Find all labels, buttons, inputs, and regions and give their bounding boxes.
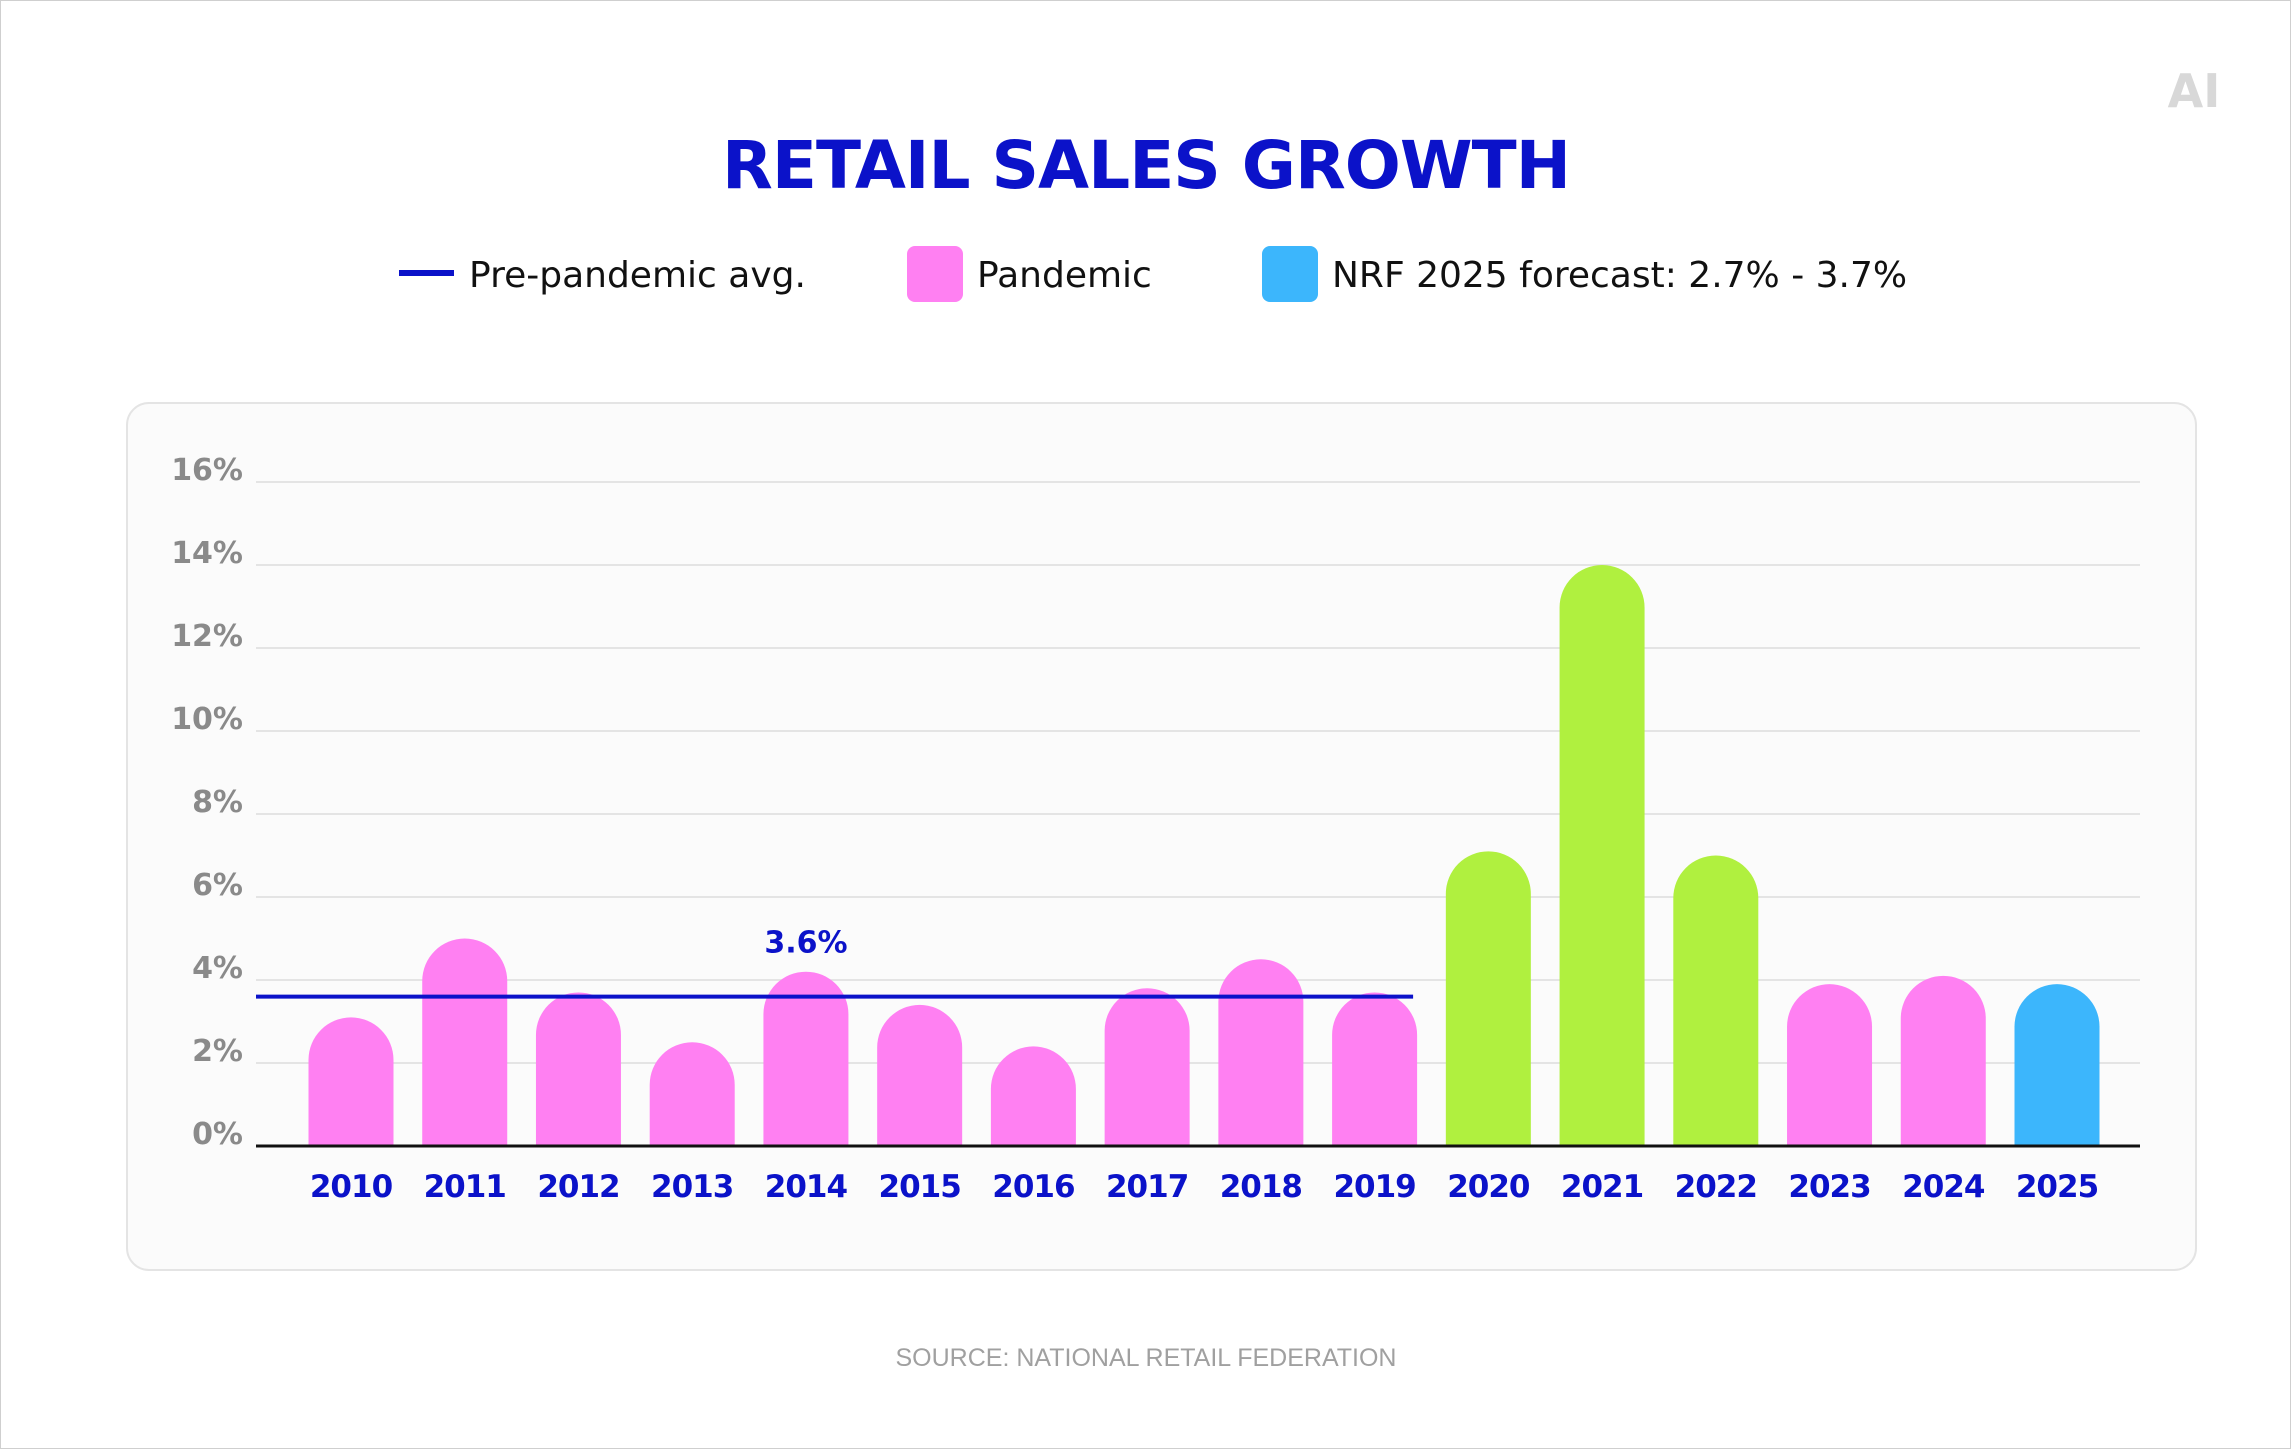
x-tick-label: 2012 (537, 1169, 619, 1205)
y-tick-label: 4% (192, 951, 243, 986)
y-tick-label: 6% (192, 868, 243, 903)
bar-2020 (1445, 851, 1531, 1146)
bar-2023 (1787, 984, 1873, 1146)
x-tick-label: 2022 (1675, 1169, 1757, 1205)
bar-2018 (1218, 959, 1304, 1146)
brand-logo: AI (2168, 64, 2221, 118)
bars (308, 565, 2100, 1146)
bar-2010 (308, 1017, 394, 1146)
y-tick-label: 2% (192, 1034, 243, 1069)
legend: Pre-pandemic avg. Pandemic NRF 2025 fore… (399, 246, 1907, 302)
bar-2021 (1559, 565, 1645, 1146)
x-tick-label: 2016 (992, 1169, 1074, 1205)
x-tick-label: 2019 (1333, 1169, 1415, 1205)
x-tick-label: 2018 (1220, 1169, 1302, 1205)
y-tick-label: 16% (171, 453, 243, 488)
x-tick-label: 2013 (651, 1169, 733, 1205)
x-tick-label: 2010 (310, 1169, 393, 1205)
x-tick-label: 2021 (1561, 1169, 1643, 1205)
legend-line-swatch (399, 270, 454, 276)
x-axis-labels: 2010 2011 2012 2013 2014 2015 2016 2017 2018 2019… (310, 1169, 2099, 1205)
y-axis-ticks: 0% 2% 4% 6% 8% 10% 12% 14% 16% (171, 453, 243, 1152)
average-label: 3.6% (764, 926, 847, 961)
bar-2014 (763, 971, 849, 1146)
y-tick-label: 12% (171, 619, 243, 654)
bar-2022 (1673, 855, 1759, 1146)
y-tick-label: 8% (192, 785, 243, 820)
x-tick-label: 2015 (879, 1169, 961, 1205)
y-tick-label: 0% (192, 1117, 243, 1152)
legend-label-forecast: NRF 2025 forecast: 2.7% - 3.7% (1332, 255, 1907, 296)
bar-2017 (1104, 988, 1190, 1146)
bar-2012 (535, 992, 621, 1146)
bar-2025 (2014, 984, 2100, 1146)
x-tick-label: 2017 (1106, 1169, 1188, 1205)
bar-2016 (990, 1046, 1076, 1146)
y-tick-label: 14% (171, 536, 243, 571)
bar-2024 (1900, 975, 1986, 1146)
bar-2013 (649, 1042, 735, 1146)
y-tick-label: 10% (171, 702, 243, 737)
legend-label-avg: Pre-pandemic avg. (469, 255, 806, 296)
x-tick-label: 2023 (1788, 1169, 1870, 1205)
chart-title: RETAIL SALES GROWTH (722, 127, 1570, 204)
x-tick-label: 2011 (424, 1169, 506, 1205)
legend-swatch-pandemic (907, 246, 963, 302)
x-tick-label: 2020 (1447, 1169, 1530, 1205)
source-note: SOURCE: NATIONAL RETAIL FEDERATION (896, 1344, 1397, 1372)
legend-swatch-forecast (1262, 246, 1318, 302)
bar-2011 (422, 938, 508, 1146)
legend-label-pandemic: Pandemic (977, 255, 1152, 296)
bar-2019 (1332, 992, 1418, 1146)
bar-2015 (877, 1004, 963, 1146)
x-tick-label: 2024 (1902, 1169, 1985, 1205)
x-tick-label: 2025 (2016, 1169, 2098, 1205)
x-tick-label: 2014 (765, 1169, 848, 1205)
